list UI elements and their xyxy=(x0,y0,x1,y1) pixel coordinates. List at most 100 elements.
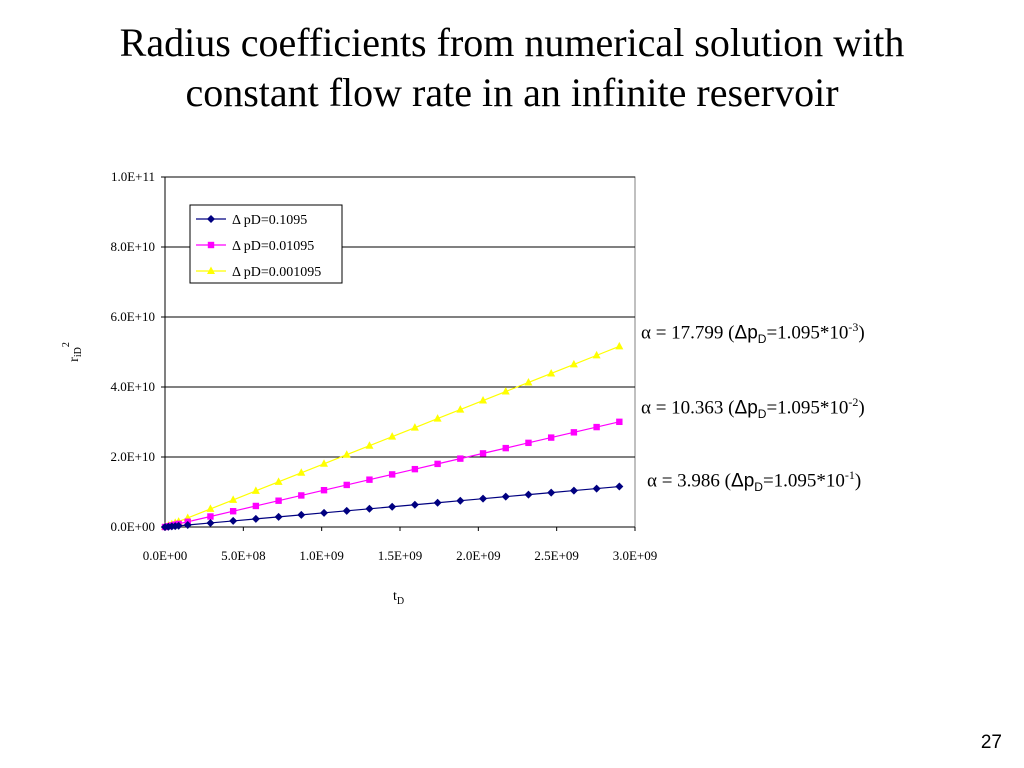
x-tick-label: 2.0E+09 xyxy=(456,548,501,563)
y-tick-labels: 0.0E+00 2.0E+10 4.0E+10 6.0E+10 8.0E+10 1.0E+… xyxy=(110,169,155,534)
slide-title: Radius coefficients from numerical solut… xyxy=(0,18,1024,118)
series-3-point xyxy=(388,432,397,440)
x-tick-labels: 0.0E+00 5.0E+08 1.0E+09 1.5E+09 2.0E+09 2.5E+… xyxy=(143,527,658,563)
series-3-point xyxy=(479,396,488,404)
series-2-point xyxy=(547,434,555,441)
annotation-1-prefix: α = 17.799 ( xyxy=(641,322,735,344)
series-2-point xyxy=(275,497,282,504)
series-3-point xyxy=(251,486,260,494)
legend-swatch-marker xyxy=(207,241,215,249)
annotation-1-mid: =1.095*10 xyxy=(766,322,849,344)
series-2-point xyxy=(366,476,373,483)
annotation-2-prefix: α = 10.363 ( xyxy=(641,397,735,419)
series-1-point xyxy=(388,502,397,511)
y-tick-label: 2.0E+10 xyxy=(110,449,155,464)
x-tick-label: 1.5E+09 xyxy=(378,548,423,563)
series-2-point xyxy=(411,465,419,473)
series-1-point xyxy=(592,484,601,493)
series-2-point xyxy=(320,486,328,494)
series-3-point xyxy=(365,441,374,449)
series-1-point xyxy=(433,498,442,507)
series-1-point xyxy=(456,496,465,505)
annotation-1-sub: D xyxy=(757,332,767,347)
x-tick-label: 2.5E+09 xyxy=(534,548,579,563)
annotation-3-prefix: α = 3.986 ( xyxy=(647,470,731,492)
legend-label: Δ pD=0.001095 xyxy=(232,265,321,280)
annotation-1-exp: -3 xyxy=(848,320,859,334)
series-1-point xyxy=(183,520,192,529)
series-1-point xyxy=(274,512,283,521)
series-1-point xyxy=(501,492,510,501)
series-3-point xyxy=(569,359,578,368)
x-tick-label: 1.0E+09 xyxy=(299,548,344,563)
annotation-2-sub: D xyxy=(757,407,767,422)
series-2-point xyxy=(502,444,509,452)
series-1-point xyxy=(569,486,578,495)
annotation-2-suffix: ) xyxy=(858,397,865,419)
x-axis-title: tD xyxy=(393,589,404,607)
series-1-point xyxy=(547,488,556,497)
y-tick-label: 6.0E+10 xyxy=(110,309,155,324)
series-3-point xyxy=(592,350,601,359)
series-3-point xyxy=(320,459,329,467)
annotation-2-exp: -2 xyxy=(848,395,859,409)
series-1-point xyxy=(479,494,488,503)
series-3-point xyxy=(229,495,238,503)
series-2-point xyxy=(593,423,600,431)
series-1-point xyxy=(174,521,183,530)
series-2-point xyxy=(252,502,260,510)
slide-title-line-1: Radius coefficients from numerical solut… xyxy=(119,20,905,65)
annotation-3-sub: D xyxy=(754,480,763,495)
series-3-point xyxy=(274,477,283,485)
annotation-3-exp: -1 xyxy=(844,468,855,482)
x-tick-label: 3.0E+09 xyxy=(613,548,658,563)
legend-label: Δ pD=0.1095 xyxy=(232,213,307,228)
series-2-point xyxy=(229,508,237,515)
alpha-annotation-1: α = 17.799 (ΔpD=1.095*10-3) xyxy=(641,320,865,346)
series-3-point xyxy=(615,341,624,350)
series-1-point xyxy=(410,500,419,509)
legend-swatch-marker xyxy=(207,215,215,223)
series-3-point xyxy=(206,504,215,512)
series-3-point xyxy=(524,377,533,386)
series-3-point xyxy=(456,405,465,413)
y-tick-label: 8.0E+10 xyxy=(110,239,155,254)
slide-title-line-2: constant flow rate in an infinite reserv… xyxy=(185,70,839,115)
annotation-1-delta-p: Δp xyxy=(734,322,758,344)
series-2-point xyxy=(388,471,396,478)
series-3-point xyxy=(547,368,556,377)
series-2-point xyxy=(616,418,623,426)
x-tick-label: 0.0E+00 xyxy=(143,548,188,563)
alpha-annotation-2: α = 10.363 (ΔpD=1.095*10-2) xyxy=(641,395,865,421)
annotation-1-suffix: ) xyxy=(858,322,865,344)
legend: Δ pD=0.1095 Δ pD=0.01095 Δ pD=0.001095 xyxy=(189,204,343,284)
series-3-point xyxy=(342,450,351,458)
series-2-point xyxy=(570,429,578,436)
y-tick-label: 0.0E+00 xyxy=(110,519,155,534)
annotation-2-mid: =1.095*10 xyxy=(766,397,849,419)
series-1-point xyxy=(524,490,533,499)
legend-box xyxy=(189,204,343,284)
annotation-3-suffix: ) xyxy=(854,470,862,492)
series-2-point xyxy=(525,439,532,447)
annotation-2-delta-p: Δp xyxy=(734,397,758,419)
series-1-point xyxy=(229,516,238,525)
page-number: 27 xyxy=(980,732,1002,753)
series-3-point xyxy=(501,387,510,395)
series-1-point xyxy=(342,506,351,515)
series-2-point xyxy=(457,455,464,462)
series-3-point xyxy=(410,423,419,431)
series-2-point xyxy=(298,492,305,499)
series-1-point xyxy=(251,514,260,523)
legend-label: Δ pD=0.01095 xyxy=(232,239,314,254)
series-1-point xyxy=(320,508,329,517)
annotation-3-mid: =1.095*10 xyxy=(762,470,845,492)
annotation-3-delta-p: Δp xyxy=(731,470,755,492)
legend-swatch-marker xyxy=(207,266,215,274)
y-tick-label: 1.0E+11 xyxy=(111,169,155,184)
y-axis-title: riD2 xyxy=(61,342,84,362)
x-tick-label: 5.0E+08 xyxy=(221,548,266,563)
series-2-point xyxy=(479,450,487,457)
series-1-point xyxy=(365,504,374,513)
